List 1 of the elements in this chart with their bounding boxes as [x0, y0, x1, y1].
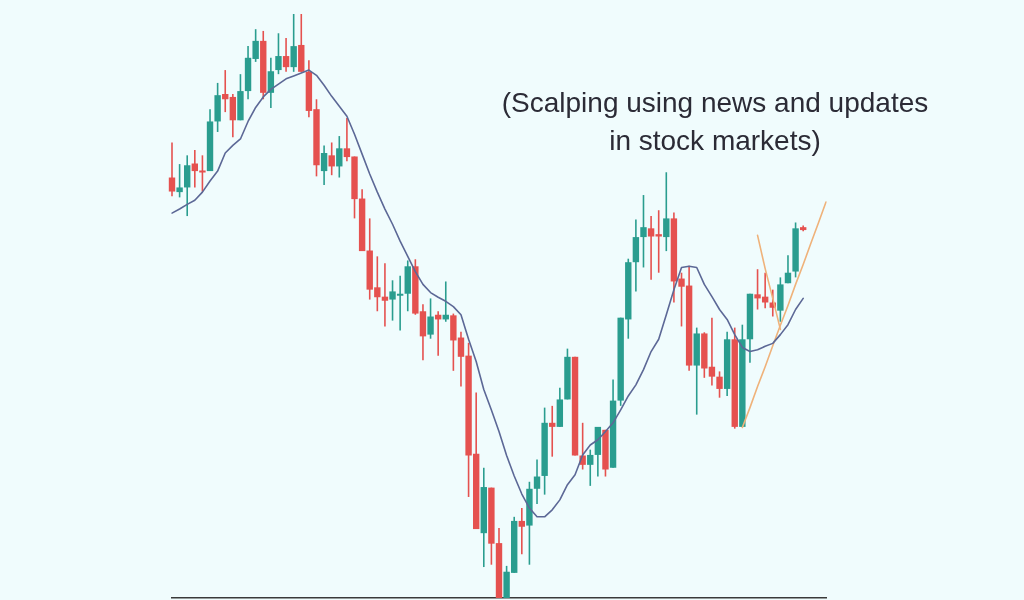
- text: (Scalping using news and updates in stock markets): [500, 86, 930, 158]
